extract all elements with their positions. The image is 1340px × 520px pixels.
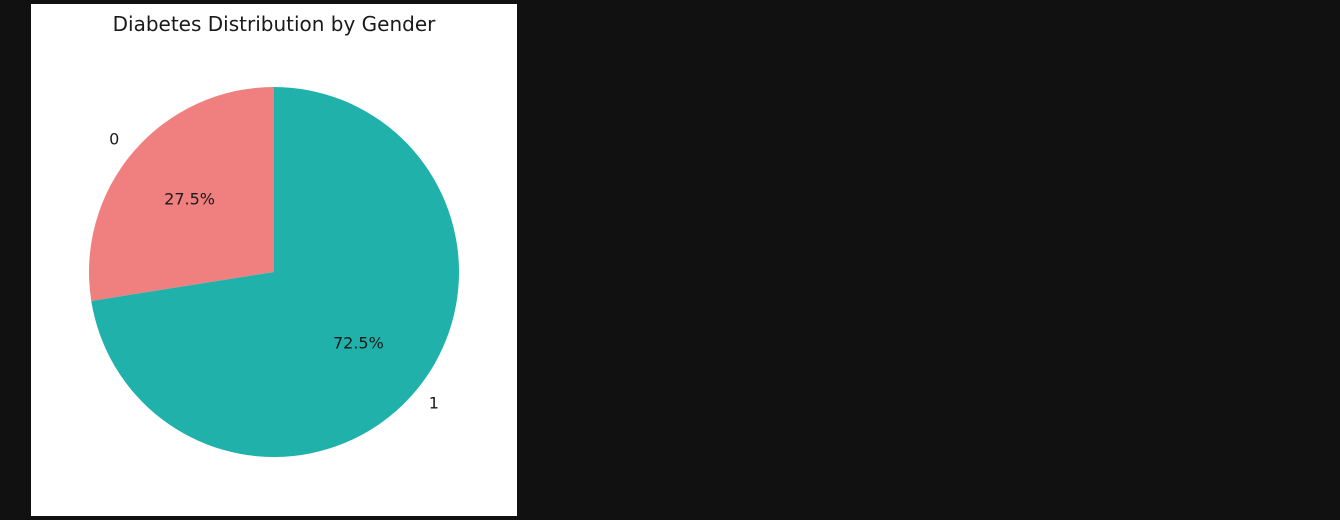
pie-slice-1 bbox=[91, 86, 460, 457]
chart-title: Diabetes Distribution by Gender bbox=[113, 12, 437, 36]
pie-chart: Diabetes Distribution by Gender 0 27.5% 1 7… bbox=[89, 12, 460, 457]
slice-label-0: 0 bbox=[109, 129, 119, 148]
pie-slices bbox=[89, 86, 460, 457]
slice-percent-0: 27.5% bbox=[164, 189, 215, 208]
slice-percent-1: 72.5% bbox=[333, 334, 384, 353]
pie-labels: 0 27.5% 1 72.5% bbox=[109, 129, 439, 412]
slice-label-1: 1 bbox=[429, 394, 439, 413]
chart-card: Diabetes Distribution by Gender 0 27.5% 1 7… bbox=[31, 4, 517, 516]
pie-slice-0 bbox=[89, 87, 274, 301]
